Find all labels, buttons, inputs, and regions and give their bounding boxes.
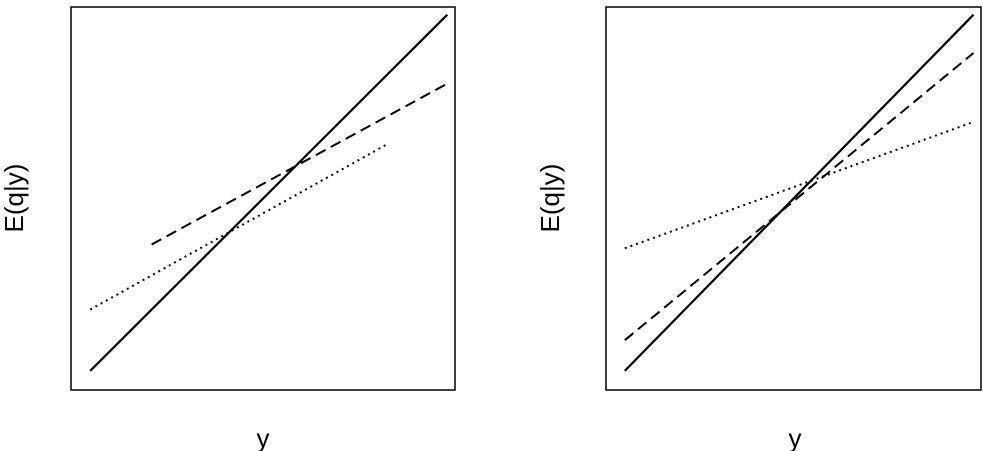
panel-1: y E(q|y) — [0, 6, 456, 451]
panel-1-frame — [70, 6, 456, 391]
panel-1-y-axis-label: E(q|y) — [0, 164, 29, 233]
panel-1-series-dotted-line — [89, 144, 387, 311]
panel-2-frame — [605, 6, 982, 391]
panel-2-series — [624, 13, 975, 372]
panel-1-series-solid-line — [89, 13, 449, 372]
panel-2-y-axis-label: E(q|y) — [535, 164, 565, 233]
panel-1-series-dashed-line — [151, 82, 448, 246]
panel-1-series — [89, 13, 449, 372]
panel-2-series-solid-line — [624, 13, 975, 372]
panel-2-series-dashed-line — [624, 52, 975, 341]
panel-2-series-dotted-line — [624, 120, 974, 250]
panel-1-x-axis-label: y — [257, 423, 270, 451]
panel-2-x-axis-label: y — [789, 423, 802, 451]
panel-2: y E(q|y) — [535, 6, 982, 451]
